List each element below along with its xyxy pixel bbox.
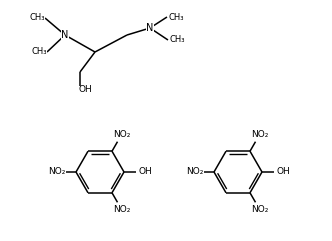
Text: CH₃: CH₃	[29, 13, 45, 22]
Text: NO₂: NO₂	[186, 167, 204, 176]
Text: NO₂: NO₂	[48, 167, 66, 176]
Text: N: N	[61, 30, 69, 40]
Text: CH₃: CH₃	[31, 47, 47, 56]
Text: CH₃: CH₃	[169, 35, 185, 45]
Text: NO₂: NO₂	[251, 130, 268, 139]
Text: CH₃: CH₃	[168, 13, 184, 21]
Text: N: N	[146, 23, 154, 33]
Text: OH: OH	[276, 167, 290, 176]
Text: OH: OH	[78, 86, 92, 94]
Text: NO₂: NO₂	[251, 205, 268, 214]
Text: OH: OH	[138, 167, 152, 176]
Text: NO₂: NO₂	[113, 130, 130, 139]
Text: NO₂: NO₂	[113, 205, 130, 214]
